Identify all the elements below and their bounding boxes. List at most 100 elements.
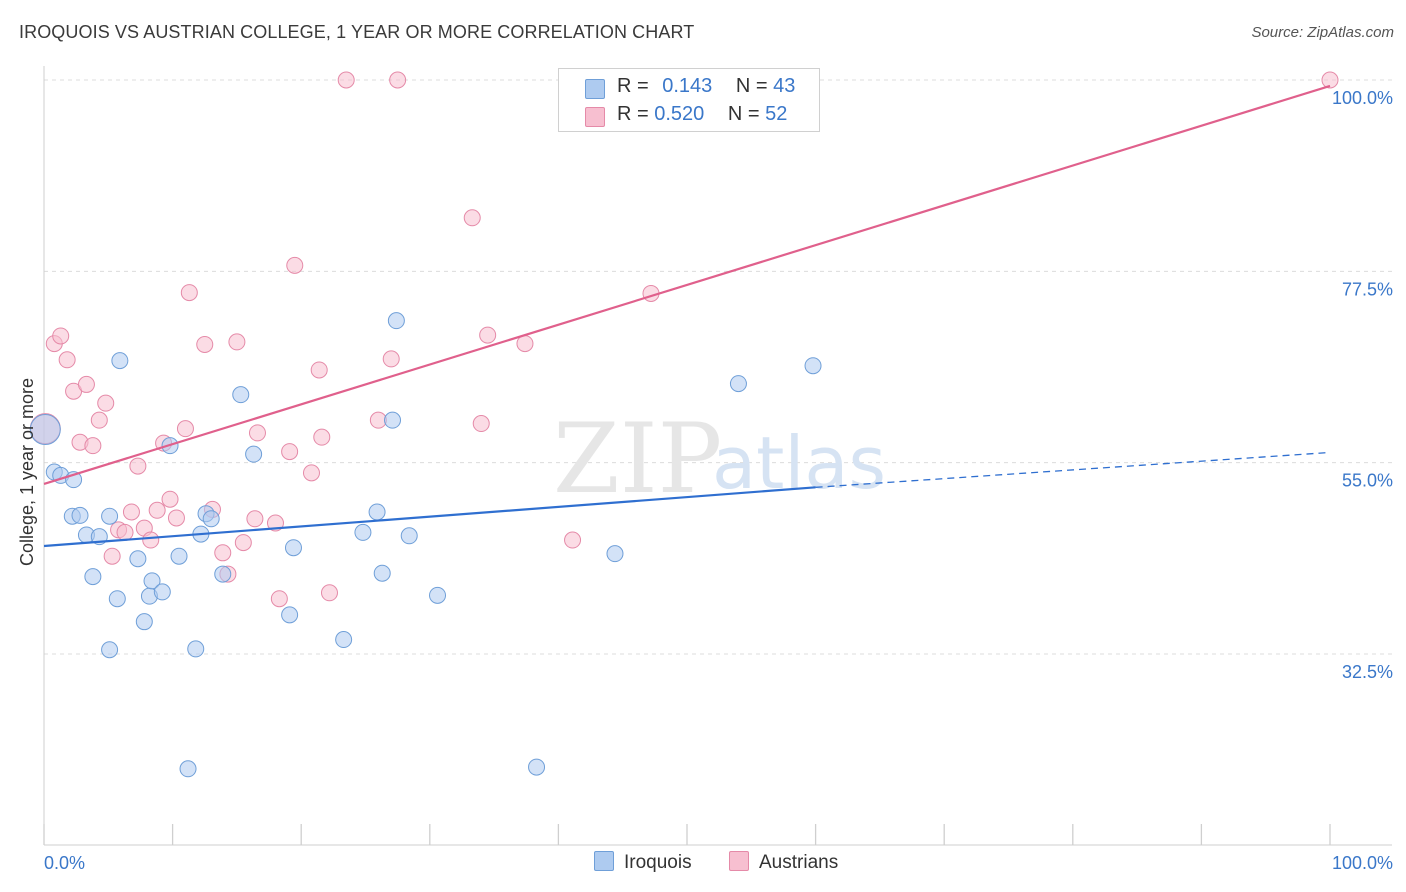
legend-n-value: 43: [773, 75, 796, 97]
iroquois-point: [284, 539, 302, 557]
austrians-point: [52, 327, 70, 345]
iroquois-point: [387, 312, 405, 330]
austrians-point: [228, 333, 246, 351]
iroquois-trend-line: [43, 486, 816, 548]
austrians-point: [148, 501, 166, 519]
axis-labels: 100.0% 77.5% 55.0% 32.5% 0.0% 100.0%: [44, 88, 1393, 873]
austrians-point: [248, 424, 266, 442]
y-axis-label: College, 1 year or more: [17, 378, 37, 566]
austrians-point: [286, 256, 304, 274]
bottom-legend-iroquois: Iroquois: [594, 851, 692, 874]
austrians-point: [161, 490, 179, 508]
austrians-point: [84, 437, 102, 455]
iroquois-point: [170, 547, 188, 565]
austrians-point: [516, 335, 534, 353]
x-tick-label: 100.0%: [1332, 853, 1393, 873]
iroquois-point: [187, 640, 205, 658]
legend-row-austrians: R = 0.520 N = 52: [585, 103, 788, 127]
iroquois-point: [335, 631, 353, 649]
legend-n-label: N =: [727, 103, 766, 125]
iroquois-point: [84, 568, 102, 586]
austrians-point: [234, 534, 252, 552]
iroquois-point: [108, 590, 126, 608]
x-tick-label: 0.0%: [44, 853, 85, 873]
iroquois-point: [400, 527, 418, 545]
trend-lines: [43, 84, 1331, 548]
iroquois-point: [245, 445, 263, 463]
iroquois-point: [111, 352, 129, 370]
y-tick-label: 32.5%: [1342, 662, 1393, 682]
austrians-point: [176, 420, 194, 438]
iroquois-point: [368, 503, 386, 521]
austrians-point: [369, 411, 387, 429]
iroquois-point: [373, 564, 391, 582]
austrians-point: [479, 326, 497, 344]
iroquois-point: [135, 613, 153, 631]
legend-row-iroquois: R = 0.143 N = 43: [585, 75, 796, 99]
iroquois-point: [101, 641, 119, 659]
austrians-point: [180, 284, 198, 302]
iroquois-point: [129, 550, 147, 568]
iroquois-point: [232, 386, 250, 404]
y-tick-label: 55.0%: [1342, 471, 1393, 491]
austrians-point: [281, 443, 299, 461]
austrians-point: [564, 531, 582, 549]
y-tick-label: 77.5%: [1342, 279, 1393, 299]
austrians-trend-line: [43, 84, 1331, 485]
iroquois-point: [804, 357, 822, 375]
austrians-point: [90, 411, 108, 429]
legend-r-label: R =: [617, 103, 655, 125]
iroquois-point: [429, 586, 447, 604]
austrians-point: [382, 350, 400, 368]
austrians-point: [320, 584, 338, 602]
bottom-legend-swatch-austrians: [729, 851, 749, 871]
iroquois-point: [101, 507, 119, 525]
legend-r-label: R =: [617, 75, 655, 97]
austrians-point: [246, 510, 264, 528]
iroquois-point: [143, 572, 161, 590]
legend-r-value: 0.520: [654, 103, 705, 125]
iroquois-point: [214, 565, 232, 583]
stats-legend: R = 0.143 N = 43 R = 0.520 N = 52: [558, 68, 820, 132]
iroquois-point: [729, 375, 747, 393]
austrians-point: [1321, 71, 1339, 89]
austrians-point: [389, 71, 407, 89]
austrians-point: [472, 415, 490, 433]
austrians-point: [337, 71, 355, 89]
bottom-legend-swatch-iroquois: [594, 851, 614, 871]
iroquois-point: [202, 510, 220, 528]
legend-r-value: 0.143: [662, 75, 713, 97]
austrians-point: [129, 457, 147, 475]
chart-title: IROQUOIS VS AUSTRIAN COLLEGE, 1 YEAR OR …: [19, 22, 695, 42]
watermark-zip: ZIP: [553, 403, 722, 515]
austrians-point: [313, 428, 331, 446]
austrians-point: [214, 544, 232, 562]
legend-n-label: N =: [735, 75, 774, 97]
austrians-point: [103, 547, 121, 565]
austrians-point: [116, 523, 134, 541]
austrians-point: [122, 503, 140, 521]
watermark-atlas: atlas: [712, 421, 886, 505]
austrians-point: [142, 531, 160, 549]
iroquois-point: [153, 583, 171, 601]
austrians-point: [196, 335, 214, 353]
iroquois-point: [281, 606, 299, 624]
austrians-point: [310, 361, 328, 379]
source-label: Source: ZipAtlas.com: [1251, 24, 1394, 41]
bottom-legend-label-austrians: Austrians: [759, 852, 839, 873]
bottom-legend-label-iroquois: Iroquois: [624, 852, 692, 873]
iroquois-point: [354, 523, 372, 541]
legend-n-value: 52: [765, 103, 788, 125]
data-points: [29, 71, 1339, 778]
iroquois-trend-extension: [815, 451, 1331, 488]
iroquois-point: [606, 545, 624, 563]
iroquois-point: [528, 758, 546, 776]
austrians-point: [77, 375, 95, 393]
iroquois-point: [179, 760, 197, 778]
iroquois-point: [71, 506, 89, 524]
iroquois-point: [29, 414, 61, 446]
legend-swatch-austrians: [585, 107, 605, 127]
austrians-point: [58, 351, 76, 369]
legend-swatch-iroquois: [585, 79, 605, 99]
